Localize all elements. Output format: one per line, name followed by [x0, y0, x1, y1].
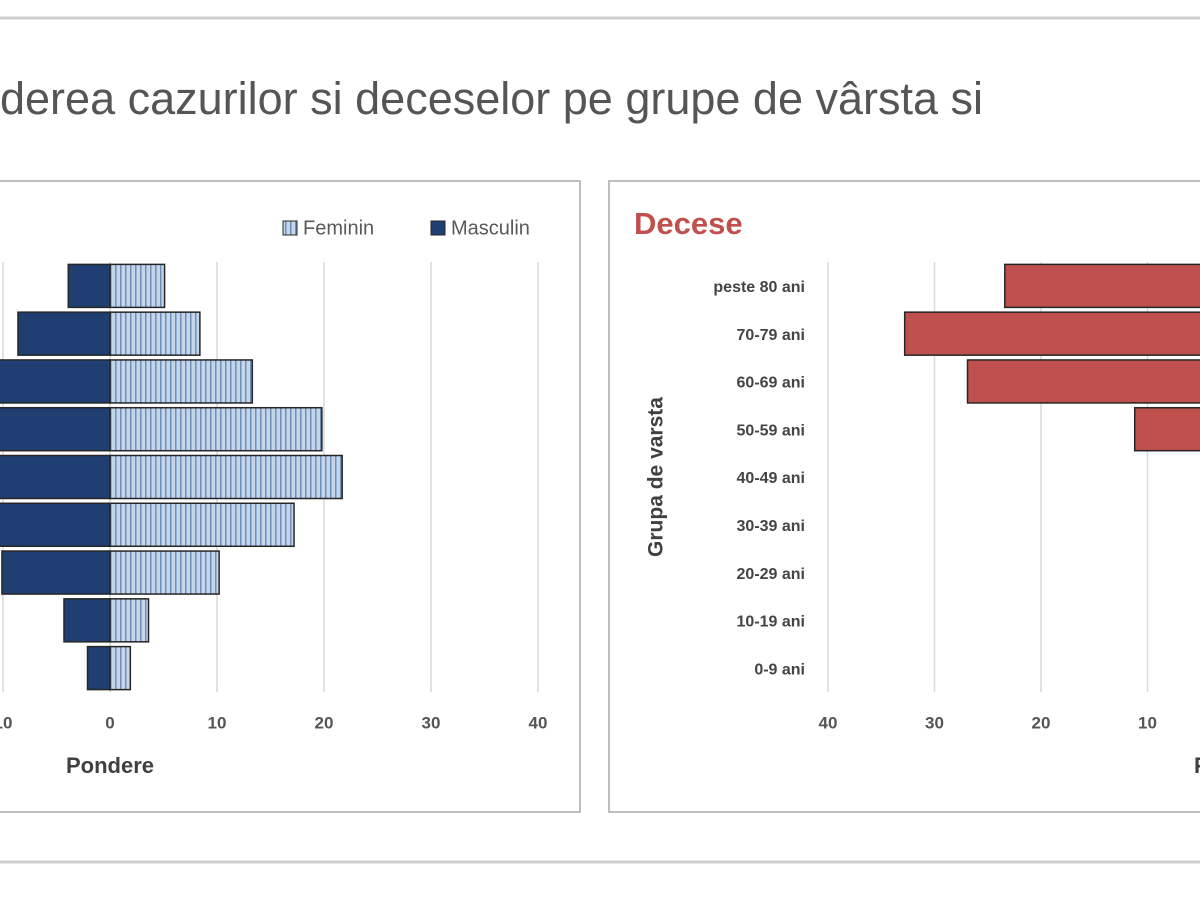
x-tick-label: 30 — [422, 713, 441, 732]
bar — [966, 359, 1200, 404]
bar — [63, 598, 111, 643]
bar — [903, 311, 1200, 356]
x-tick-label: 10 — [0, 713, 12, 732]
x-tick-label: 10 — [208, 713, 227, 732]
x-tick-label: 0 — [105, 713, 114, 732]
bar — [1, 550, 111, 595]
legend-label: Feminin — [303, 217, 374, 239]
x-axis-label: Pondere — [1194, 753, 1200, 778]
bar — [109, 502, 295, 548]
bar — [0, 454, 111, 500]
bar — [109, 406, 323, 452]
x-tick-label: 20 — [1032, 713, 1051, 732]
y-tick-label: 70-79 ani — [737, 327, 805, 344]
bar — [17, 311, 111, 356]
y-tick-label: 30-39 ani — [737, 518, 805, 535]
cases-chart: 10 0 10 20 30 40 Feminin Masculin Pondere — [0, 217, 547, 778]
y-tick-label: 20-29 ani — [737, 566, 805, 583]
bar — [109, 550, 220, 595]
bar — [109, 263, 166, 309]
bar — [0, 502, 111, 548]
bar — [109, 598, 150, 643]
deaths-chart: 40 30 20 10 peste 80 ani 70-79 ani 60-69 ani 50… — [634, 206, 1200, 778]
legend-swatch — [430, 220, 446, 236]
y-tick-label: 10-19 ani — [737, 614, 805, 631]
y-tick-label: 50-59 ani — [737, 422, 805, 439]
page-title: derea cazurilor si deceselor pe grupe de… — [0, 73, 983, 124]
x-axis-label: Pondere — [66, 753, 154, 778]
right-panel — [608, 180, 1200, 813]
bar — [1004, 263, 1200, 309]
y-tick-label: 0-9 ani — [754, 661, 805, 678]
legend-label: Masculin — [451, 217, 530, 239]
y-axis-label: Grupa de varsta — [645, 397, 668, 557]
x-tick-label: 40 — [529, 713, 548, 732]
bar — [1133, 406, 1200, 452]
bar — [109, 359, 254, 404]
y-tick-label: 60-69 ani — [737, 375, 805, 392]
x-tick-label: 40 — [819, 713, 838, 732]
x-tick-label: 30 — [925, 713, 944, 732]
bar — [109, 645, 132, 691]
bar — [109, 454, 343, 500]
bar — [109, 311, 201, 356]
y-tick-label: peste 80 ani — [713, 279, 805, 296]
x-tick-label: 10 — [1138, 713, 1157, 732]
bar — [86, 645, 111, 691]
y-tick-label: 40-49 ani — [737, 470, 805, 487]
x-tick-label: 20 — [315, 713, 334, 732]
chart-title: Decese — [634, 206, 743, 241]
bar — [67, 263, 111, 309]
left-panel — [0, 180, 581, 813]
legend-swatch — [282, 220, 298, 236]
bar — [0, 359, 111, 404]
bar — [0, 406, 111, 452]
